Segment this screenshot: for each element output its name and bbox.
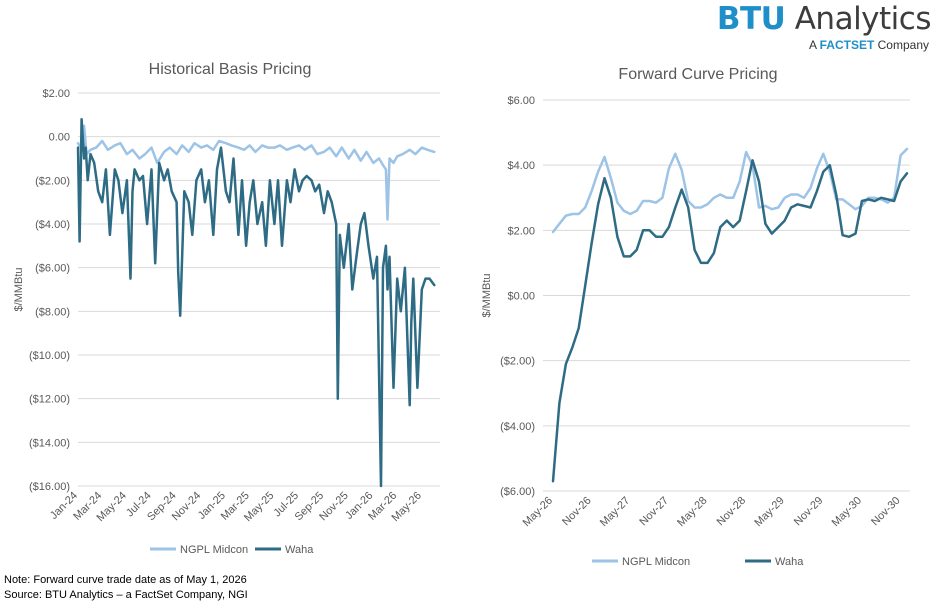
y-axis-label: $/MMBtu (13, 267, 25, 311)
y-tick-label: ($6.00) (500, 486, 535, 498)
y-tick-label: $2.00 (507, 225, 535, 237)
chart-title: Historical Basis Pricing (149, 61, 312, 78)
x-tick-label: Nov-28 (715, 495, 749, 529)
legend-label-ngpl-midcon: NGPL Midcon (180, 544, 248, 556)
x-tick-label: May-26 (521, 495, 555, 529)
series-line-waha (76, 117, 436, 488)
series-line-ngpl-midcon (551, 147, 909, 234)
x-tick-label: Nov-26 (560, 495, 594, 529)
footnote-trade-date: Note: Forward curve trade date as of May… (4, 574, 247, 586)
logo-analytics-text: Analytics (785, 1, 931, 37)
logo-sub-prefix: A (808, 38, 820, 52)
legend-label-ngpl-midcon: NGPL Midcon (622, 556, 690, 568)
y-tick-label: $6.00 (507, 95, 535, 107)
y-tick-label: ($14.00) (29, 437, 70, 449)
series-line-ngpl-midcon (76, 124, 436, 221)
x-tick-label: May-27 (598, 495, 632, 529)
btu-analytics-logo: BTU Analytics A FACTSET Company (717, 2, 931, 54)
x-tick-label: May-28 (675, 495, 709, 529)
y-tick-label: ($2.00) (35, 175, 70, 187)
legend-label-waha: Waha (285, 544, 314, 556)
y-tick-label: ($10.00) (29, 350, 70, 362)
y-tick-label: ($2.00) (500, 356, 535, 368)
x-tick-label: Nov-27 (637, 495, 671, 529)
logo-wordmark: BTU Analytics (717, 2, 931, 36)
logo-btu-text: BTU (716, 1, 786, 37)
chart-forward-curve-pricing: Forward Curve Pricing $/MMBtu $6.00 $4.00 $2… (481, 66, 910, 568)
chart-historical-basis-pricing: Historical Basis Pricing $/MMBtu $2.00 0.00… (13, 61, 440, 556)
x-tick-label: Nov-29 (792, 495, 826, 529)
logo-sub-suffix: Company (874, 38, 929, 52)
x-tick-label: Nov-30 (869, 495, 903, 529)
y-tick-label: ($16.00) (29, 481, 70, 493)
logo-sub-brand: FACTSET (819, 38, 875, 52)
x-tick-label: May-29 (752, 495, 786, 529)
y-tick-label: $4.00 (507, 160, 535, 172)
y-tick-label: $2.00 (42, 88, 70, 100)
y-tick-label: $0.00 (507, 291, 535, 303)
footnote-source: Source: BTU Analytics – a FactSet Compan… (4, 589, 248, 601)
legend-label-waha: Waha (775, 556, 804, 568)
y-tick-label: ($4.00) (35, 219, 70, 231)
y-tick-label: ($8.00) (35, 306, 70, 318)
x-tick-label: May-30 (830, 495, 864, 529)
y-tick-label: 0.00 (49, 132, 70, 144)
y-tick-label: ($6.00) (35, 263, 70, 275)
y-axis-label: $/MMBtu (481, 273, 493, 317)
y-tick-label: ($12.00) (29, 394, 70, 406)
series-line-waha (551, 159, 909, 483)
logo-subtitle: A FACTSET Company (809, 38, 929, 52)
chart-title: Forward Curve Pricing (618, 66, 777, 83)
y-tick-label: ($4.00) (500, 421, 535, 433)
